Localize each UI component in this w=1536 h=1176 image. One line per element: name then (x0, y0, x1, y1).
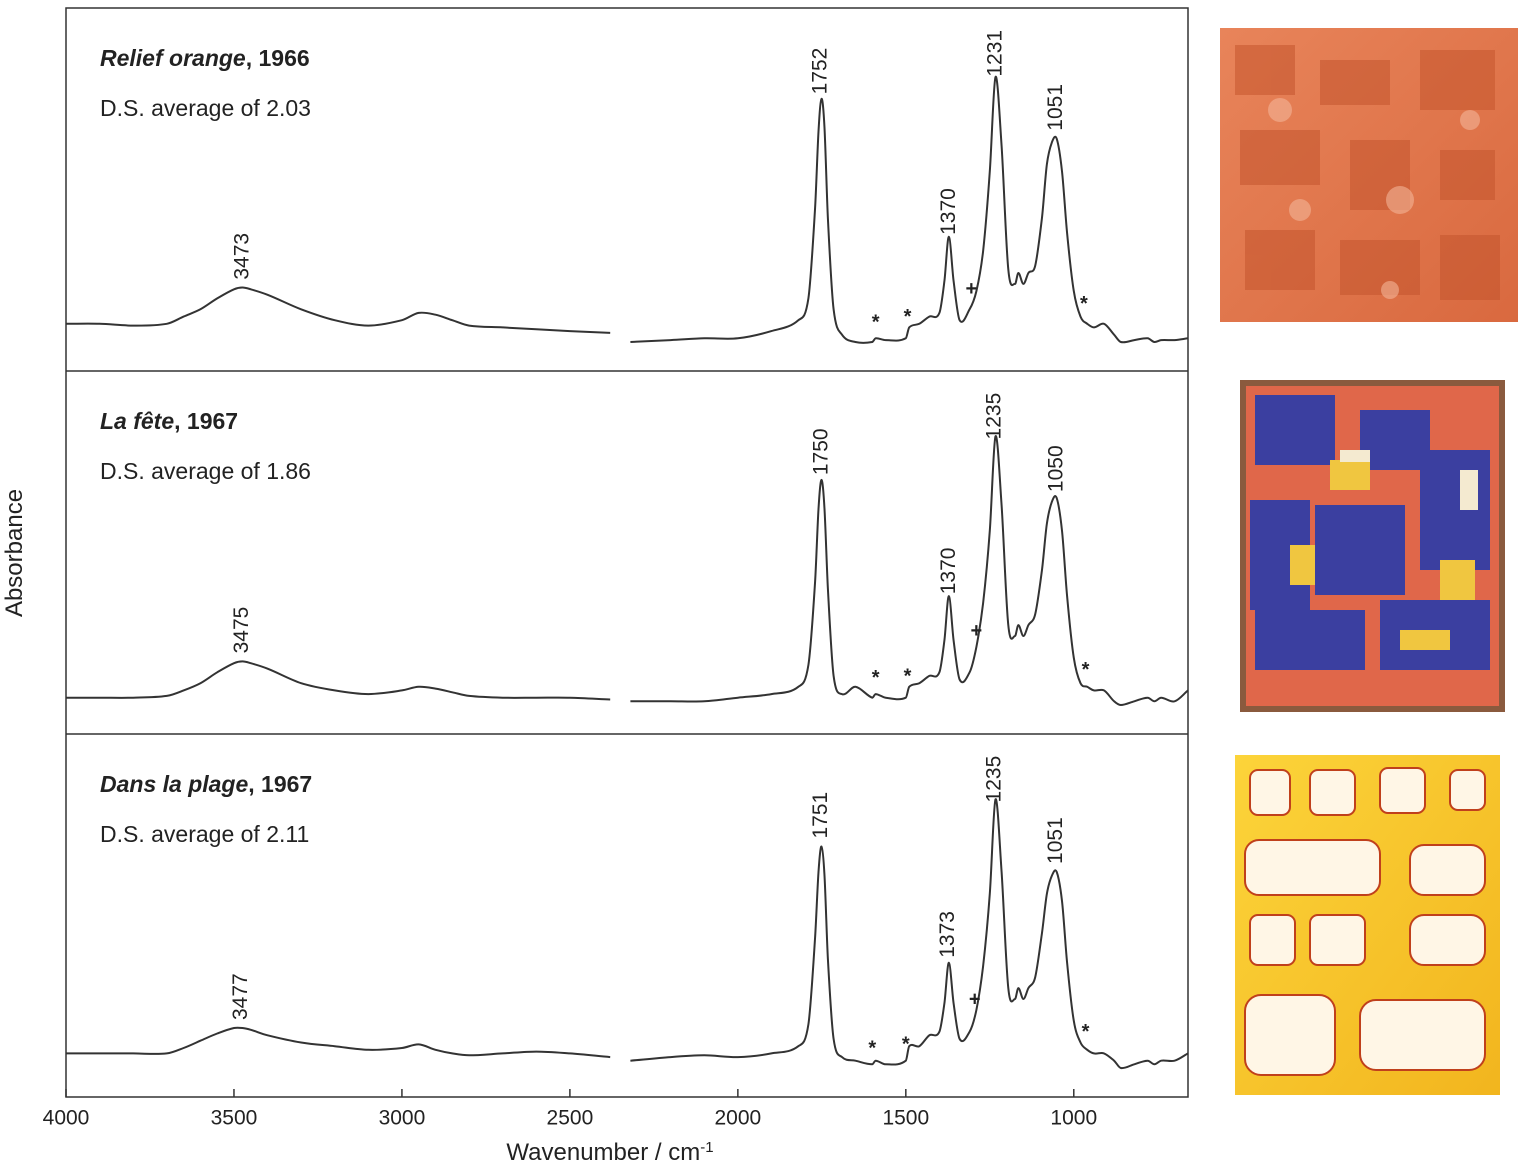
panel-title: La fête, 1967 (100, 408, 238, 434)
peak-label: 1370 (937, 548, 960, 595)
peak-label: 1235 (982, 756, 1005, 803)
panel-title: Dans la plage, 1967 (100, 771, 312, 797)
peak-label: 1051 (1044, 84, 1067, 131)
peak-label: 3475 (230, 607, 253, 654)
plot-frame (65, 7, 1189, 1098)
peak-label: 1751 (809, 792, 832, 839)
x-axis-label-text: Wavenumber / cm (506, 1139, 700, 1166)
peak-marker: + (969, 988, 981, 1010)
peak-label: 1370 (937, 188, 960, 235)
peak-marker: * (872, 311, 880, 333)
peak-label: 1373 (936, 911, 959, 958)
spectrum-line (66, 798, 1189, 1070)
x-tick-label: 2000 (714, 1107, 761, 1130)
x-axis-label-sup: -1 (700, 1139, 713, 1156)
peak-marker: * (902, 1034, 910, 1056)
panel-title: Relief orange, 1966 (100, 45, 310, 71)
artwork-photo (1235, 755, 1500, 1095)
panel-subtitle: D.S. average of 1.86 (100, 458, 311, 484)
panel-title-year: , 1966 (246, 45, 310, 71)
peak-label: 1752 (809, 48, 832, 95)
x-tick-label: 3000 (379, 1107, 426, 1130)
peak-marker: * (904, 665, 912, 687)
panel-subtitle: D.S. average of 2.11 (100, 821, 309, 847)
panel-title-italic: Relief orange (100, 45, 246, 71)
panel-title-year: , 1967 (174, 408, 238, 434)
peak-marker: * (872, 667, 880, 689)
x-tick-label: 2500 (547, 1107, 594, 1130)
panel-subtitle: D.S. average of 2.03 (100, 95, 311, 121)
spectrum-line (65, 435, 1189, 706)
peak-marker: * (1082, 659, 1090, 681)
spectrum-line (65, 75, 1189, 344)
panel-title-italic: Dans la plage (100, 771, 248, 797)
x-axis-label: Wavenumber / cm-1 (506, 1139, 713, 1167)
panel-title-year: , 1967 (248, 771, 312, 797)
x-tick-label: 1500 (882, 1107, 929, 1130)
peak-label: 3473 (231, 233, 254, 280)
peak-marker: * (1082, 1021, 1090, 1043)
y-axis-label: Absorbance (1, 489, 28, 617)
x-tick-label: 3500 (211, 1107, 258, 1130)
panel-title-italic: La fête (100, 408, 174, 434)
peak-marker: * (1080, 293, 1088, 315)
artwork-photo (1220, 28, 1518, 322)
peak-label: 3477 (229, 973, 252, 1020)
peak-label: 1235 (982, 393, 1005, 440)
x-tick-label: 1000 (1050, 1107, 1097, 1130)
peak-marker: + (965, 278, 977, 300)
x-tick-label: 4000 (43, 1107, 90, 1130)
artwork-photo (1240, 380, 1505, 712)
peak-label: 1050 (1045, 445, 1068, 492)
peak-marker: + (971, 620, 983, 642)
peak-marker: * (868, 1037, 876, 1059)
peak-marker: * (904, 306, 912, 328)
peak-label: 1231 (984, 30, 1007, 77)
peak-label: 1051 (1044, 817, 1067, 864)
peak-label: 1750 (809, 428, 832, 475)
